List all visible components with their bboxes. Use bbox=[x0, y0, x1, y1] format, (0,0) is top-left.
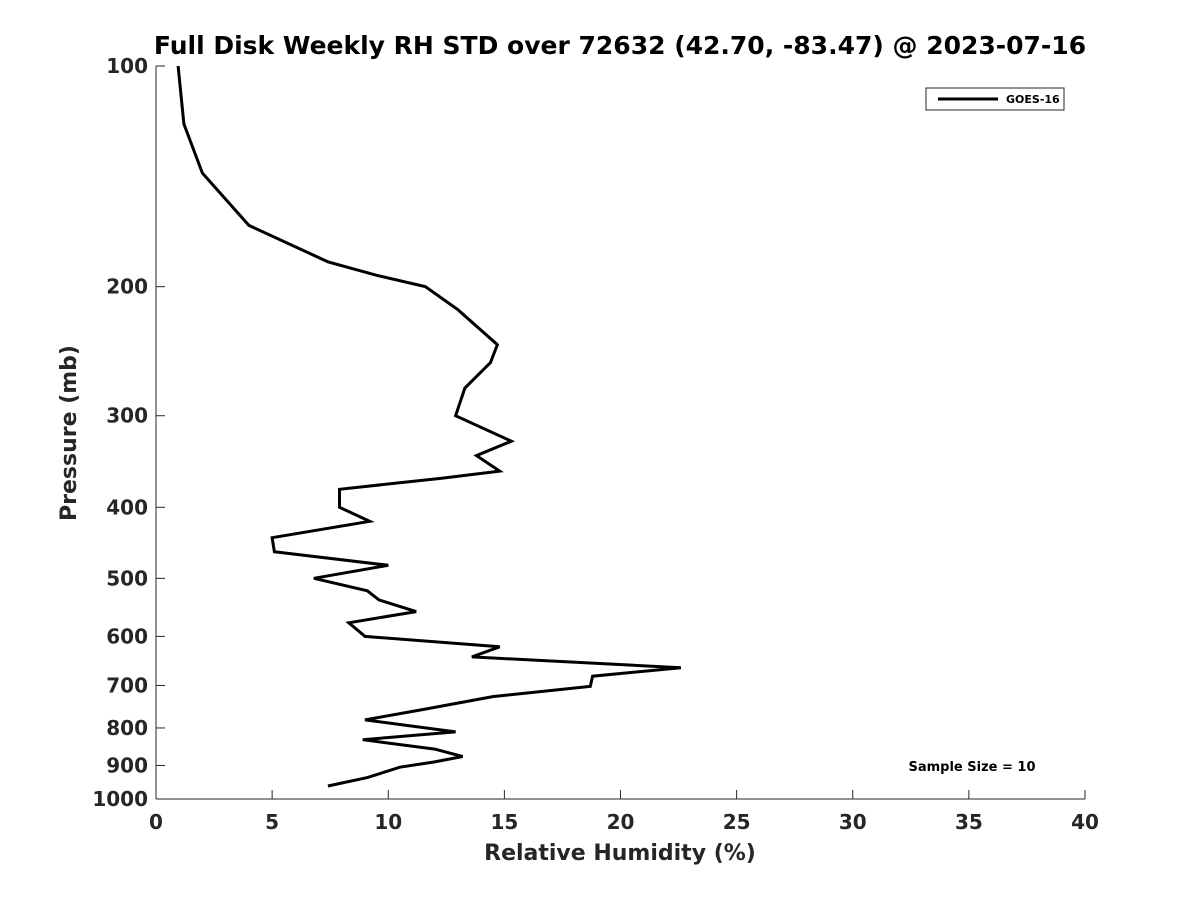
legend-label-goes-16: GOES-16 bbox=[1006, 93, 1060, 106]
series-line-goes-16 bbox=[176, 65, 682, 788]
chart-title: Full Disk Weekly RH STD over 72632 (42.7… bbox=[154, 31, 1086, 60]
tick-group: 0 5 10 15 20 25 30 35 40 100 200 300 400 500 600 700 800… bbox=[92, 54, 1099, 834]
y-tick-label: 1000 bbox=[92, 787, 148, 811]
y-tick-label: 300 bbox=[106, 404, 148, 428]
legend: GOES-16 bbox=[925, 87, 1065, 111]
series-group bbox=[176, 65, 682, 788]
y-tick-label: 600 bbox=[106, 624, 148, 648]
y-tick-label: 700 bbox=[106, 673, 148, 697]
sample-size-annotation: Sample Size = 10 bbox=[908, 760, 1035, 775]
x-tick-label: 25 bbox=[723, 810, 751, 834]
x-tick-label: 10 bbox=[374, 810, 402, 834]
y-axis-label: Pressure (mb) bbox=[57, 345, 82, 521]
y-tick-label: 200 bbox=[106, 275, 148, 299]
y-tick-label: 900 bbox=[106, 753, 148, 777]
x-tick-label: 35 bbox=[955, 810, 983, 834]
x-tick-label: 5 bbox=[265, 810, 279, 834]
y-tick-label: 500 bbox=[106, 566, 148, 590]
y-tick-label: 100 bbox=[106, 54, 148, 78]
x-tick-label: 20 bbox=[607, 810, 635, 834]
x-tick-label: 0 bbox=[149, 810, 163, 834]
y-tick-label: 800 bbox=[106, 716, 148, 740]
x-tick-label: 30 bbox=[839, 810, 867, 834]
y-tick-label: 400 bbox=[106, 495, 148, 519]
x-tick-label: 40 bbox=[1071, 810, 1099, 834]
x-axis-label: Relative Humidity (%) bbox=[484, 841, 756, 866]
x-tick-label: 15 bbox=[490, 810, 518, 834]
